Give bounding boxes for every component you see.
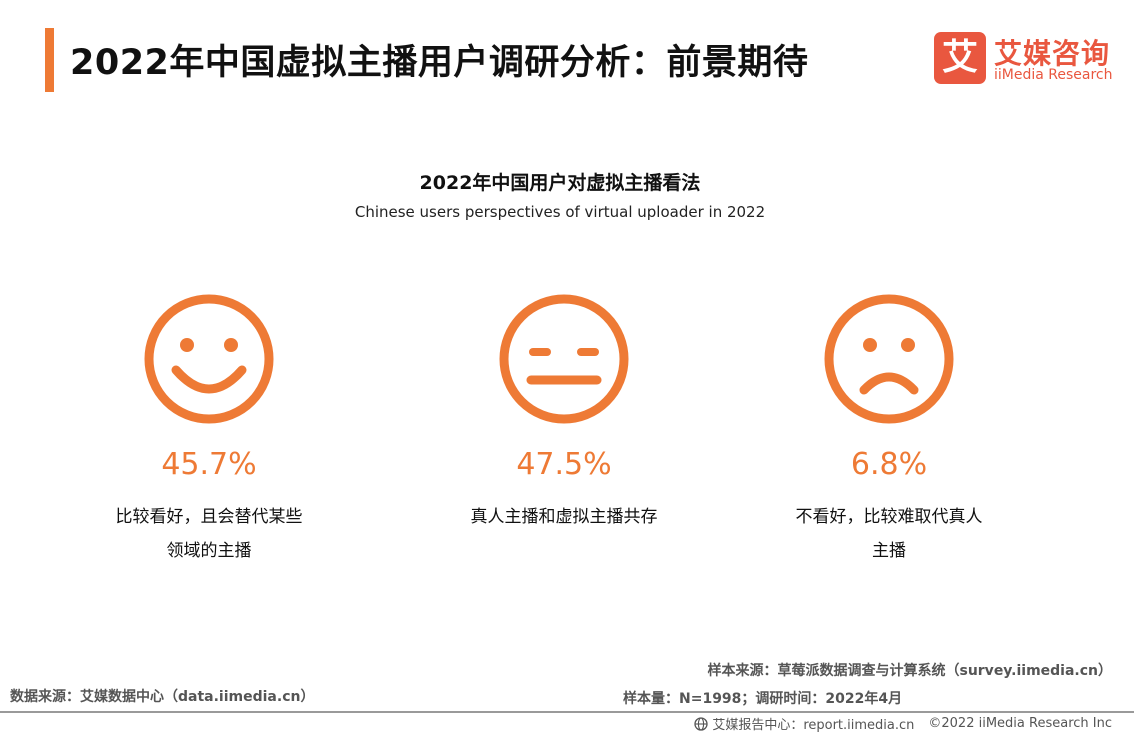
logo-text-cn: 艾媒咨询 [994,37,1111,70]
globe-icon [694,716,708,731]
opinion-description: 真人主播和虚拟主播共存 [434,500,694,534]
sample-source-note: 样本来源：草莓派数据调查与计算系统（survey.iimedia.cn） [707,663,1112,679]
description-line: 真人主播和虚拟主播共存 [470,507,658,527]
opinion-item-positive: 45.7% 比较看好，且会替代某些 领域的主播 [79,292,339,572]
percent-value: 6.8% [850,447,928,482]
description-line: 主播 [872,541,906,561]
description-line: 比较看好，且会替代某些 [115,507,303,527]
title-accent-bar [45,28,54,92]
logo-text-en: iiMedia Research [994,67,1113,83]
description-line: 领域的主播 [166,541,252,561]
sad-face-icon [822,292,956,426]
opinion-description: 比较看好，且会替代某些 领域的主播 [79,500,339,568]
footer-divider [0,711,1134,713]
chart-subtitle: Chinese users perspectives of virtual up… [354,203,766,221]
page-title: 2022年中国虚拟主播用户调研分析：前景期待 [70,43,809,83]
description-line: 不看好，比较难取代真人 [795,507,983,527]
percent-value: 45.7% [161,447,257,482]
data-source-note: 数据来源：艾媒数据中心（data.iimedia.cn） [10,689,315,705]
opinion-item-neutral: 47.5% 真人主播和虚拟主播共存 [434,292,694,572]
report-center-link[interactable]: 艾媒报告中心：report.iimedia.cn [712,718,915,733]
iimedia-logo: 艾 艾媒咨询 iiMedia Research [934,32,1114,86]
opinion-item-negative: 6.8% 不看好，比较难取代真人 主播 [759,292,1019,572]
opinion-description: 不看好，比较难取代真人 主播 [759,500,1019,568]
chart-title: 2022年中国用户对虚拟主播看法 [419,172,701,194]
footer-credits: 艾媒报告中心：report.iimedia.cn ©2022 iiMedia R… [694,714,1112,733]
copyright-text: ©2022 iiMedia Research Inc [928,716,1112,731]
logo-mark: 艾 [934,32,986,84]
percent-value: 47.5% [516,447,612,482]
sample-size-note: 样本量：N=1998；调研时间：2022年4月 [623,691,903,707]
neutral-face-icon [497,292,631,426]
smiling-face-icon [142,292,276,426]
